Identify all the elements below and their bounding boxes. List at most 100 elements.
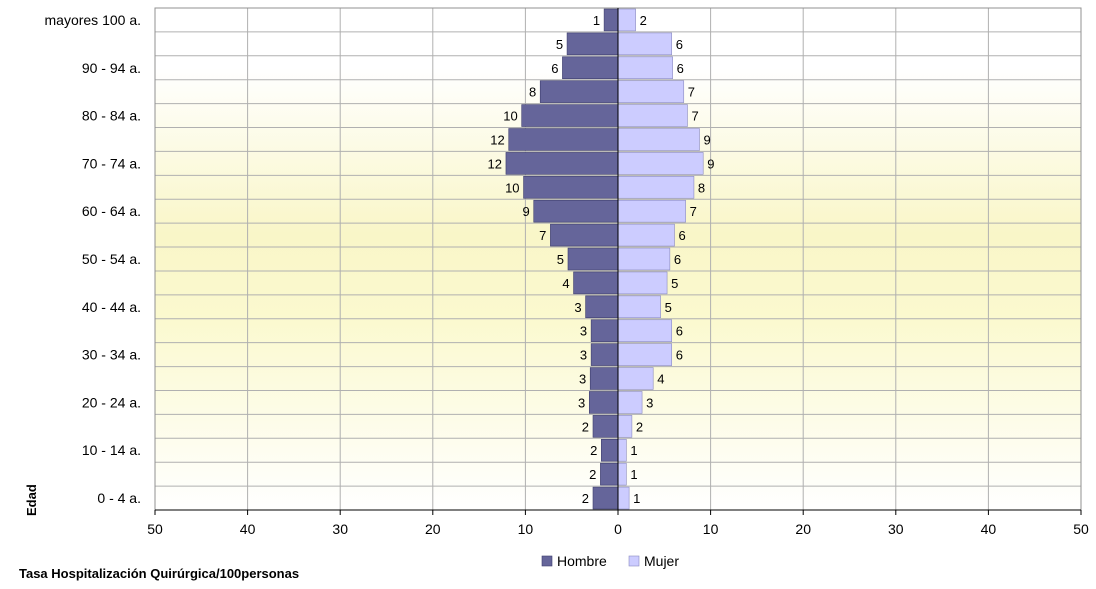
data-label-hombre: 5: [557, 252, 564, 267]
data-label-hombre: 2: [582, 419, 589, 434]
x-tick-label: 30: [888, 521, 904, 537]
legend-swatch-hombre: [541, 555, 553, 567]
x-tick-label: 50: [147, 521, 163, 537]
bar-hombre: [603, 8, 619, 32]
bar-hombre: [590, 343, 619, 366]
data-label-mujer: 2: [640, 13, 647, 28]
bar-hombre: [590, 319, 619, 342]
bar-mujer: [617, 462, 627, 486]
bar-hombre: [521, 104, 619, 127]
bar-mujer: [617, 176, 695, 199]
data-label-hombre: 1: [593, 13, 600, 28]
y-tick-label: mayores 100 a.: [45, 12, 142, 28]
axes: 50 40 30 20 10 0 10 20 30 40 50 0 - 4 a. 10 - 14 a. 2…: [45, 8, 1089, 537]
data-label-mujer: 6: [676, 37, 683, 52]
y-axis-title: Edad: [24, 484, 39, 516]
data-label-mujer: 9: [703, 132, 710, 147]
x-tick-label: 20: [795, 521, 811, 537]
x-tick-label: 30: [332, 521, 348, 537]
bar-mujer: [617, 247, 671, 271]
data-label-mujer: 6: [676, 324, 683, 339]
bar-mujer: [617, 199, 686, 223]
y-tick-label: 80 - 84 a.: [82, 108, 141, 124]
data-label-hombre: 2: [590, 443, 597, 458]
data-label-hombre: 8: [529, 85, 536, 100]
data-label-mujer: 7: [691, 109, 698, 124]
bar-mujer: [617, 80, 685, 103]
data-label-hombre: 3: [578, 395, 585, 410]
bar-hombre: [566, 32, 619, 56]
data-label-hombre: 10: [505, 180, 519, 195]
legend-label-hombre: Hombre: [557, 553, 607, 569]
x-tick-label: 20: [425, 521, 441, 537]
y-tick-label: 30 - 34 a.: [82, 347, 141, 363]
data-label-mujer: 7: [690, 204, 697, 219]
y-tick-label: 10 - 14 a.: [82, 442, 141, 458]
data-label-hombre: 2: [589, 467, 596, 482]
legend-label-mujer: Mujer: [644, 553, 679, 569]
bar-mujer: [617, 271, 668, 295]
data-label-mujer: 5: [665, 300, 672, 315]
y-tick-label: 40 - 44 a.: [82, 299, 141, 315]
bar-hombre: [562, 56, 619, 80]
data-label-hombre: 12: [487, 156, 501, 171]
y-tick-label: 60 - 64 a.: [82, 203, 141, 219]
data-label-mujer: 3: [646, 395, 653, 410]
data-label-hombre: 10: [503, 109, 517, 124]
data-label-hombre: 9: [522, 204, 529, 219]
data-label-mujer: 8: [698, 180, 705, 195]
x-tick-label: 10: [518, 521, 534, 537]
x-tick-label: 40: [240, 521, 256, 537]
x-tick-label: 10: [703, 521, 719, 537]
bar-mujer: [617, 223, 675, 247]
bar-hombre: [523, 176, 619, 199]
data-label-mujer: 1: [630, 443, 637, 458]
data-label-mujer: 1: [633, 491, 640, 506]
bar-hombre: [533, 199, 619, 223]
data-label-hombre: 6: [551, 61, 558, 76]
bar-hombre: [539, 80, 619, 103]
data-label-hombre: 3: [580, 348, 587, 363]
bar-hombre: [589, 367, 619, 390]
data-label-mujer: 4: [657, 372, 664, 387]
data-label-hombre: 5: [556, 37, 563, 52]
data-label-mujer: 2: [636, 419, 643, 434]
x-tick-label: 0: [614, 521, 622, 537]
bar-hombre: [567, 247, 619, 271]
bar-hombre: [592, 486, 619, 510]
bar-mujer: [617, 415, 633, 438]
bar-mujer: [617, 8, 636, 32]
bar-hombre: [550, 223, 619, 247]
data-label-mujer: 9: [707, 156, 714, 171]
data-label-mujer: 6: [674, 252, 681, 267]
data-label-mujer: 5: [671, 276, 678, 291]
bar-hombre: [585, 295, 619, 319]
bar-mujer: [617, 128, 700, 151]
data-label-mujer: 7: [688, 85, 695, 100]
data-label-hombre: 3: [580, 324, 587, 339]
data-label-mujer: 6: [676, 348, 683, 363]
y-tick-label: 70 - 74 a.: [82, 155, 141, 171]
bar-mujer: [617, 391, 643, 414]
bar-mujer: [617, 104, 688, 127]
bar-mujer: [617, 152, 704, 175]
data-label-hombre: 3: [574, 300, 581, 315]
data-label-mujer: 6: [677, 61, 684, 76]
data-labels: 2 12 12 12 23 33 43 63 63 54 55 67 69 710 812 912 910 78 7…: [487, 13, 714, 506]
data-label-mujer: 6: [678, 228, 685, 243]
bar-mujer: [617, 295, 661, 319]
bar-mujer: [617, 367, 654, 390]
y-tick-label: 90 - 94 a.: [82, 60, 141, 76]
bar-hombre: [601, 438, 619, 462]
bar-mujer: [617, 438, 627, 462]
y-tick-label: 20 - 24 a.: [82, 394, 141, 410]
x-tick-label: 50: [1073, 521, 1089, 537]
bar-mujer: [617, 319, 673, 342]
bar-mujer: [617, 56, 673, 80]
bar-hombre: [573, 271, 619, 295]
data-label-hombre: 2: [582, 491, 589, 506]
data-label-hombre: 7: [539, 228, 546, 243]
bar-mujer: [617, 486, 630, 510]
